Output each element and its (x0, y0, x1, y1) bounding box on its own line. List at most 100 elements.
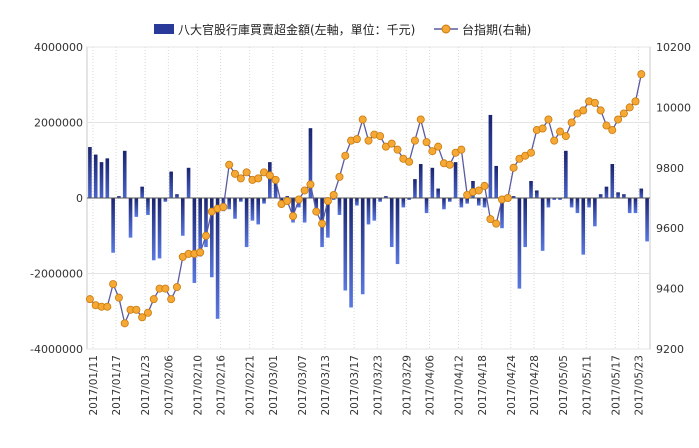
line-point (527, 148, 536, 157)
line-point (114, 293, 123, 302)
line-point (352, 135, 361, 144)
right-tick-label: 9400 (656, 283, 684, 296)
line-point (416, 115, 425, 124)
line-point (579, 106, 588, 115)
line-point (242, 168, 251, 177)
bar (465, 198, 469, 204)
bar (633, 198, 638, 214)
line-point (434, 142, 443, 151)
line-point (254, 174, 263, 183)
line-point (544, 115, 553, 124)
bar (233, 198, 237, 219)
line-point (550, 136, 559, 145)
bar (128, 198, 133, 238)
line-point (265, 171, 274, 180)
x-tick-label: 2017/03/17 (349, 355, 361, 416)
bar (343, 198, 348, 291)
bar (418, 164, 423, 198)
legend-bar-label: 八大官股行庫買賣超金額(左軸，單位：千元) (178, 22, 415, 37)
bar (93, 154, 98, 198)
x-tick-label: 2017/04/06 (425, 355, 437, 416)
line-point (602, 121, 611, 130)
line-point (341, 151, 350, 160)
x-tick-label: 2017/03/01 (268, 355, 280, 416)
x-tick-label: 2017/05/11 (581, 355, 593, 416)
right-tick-label: 10000 (656, 101, 691, 114)
bar (169, 171, 173, 198)
line-point (283, 197, 292, 206)
bar (366, 198, 371, 225)
right-axis-ticks: 10200 10000 9800 9600 9400 9200 (656, 41, 691, 356)
left-tick-label: -4000000 (30, 343, 83, 356)
bar (575, 198, 580, 214)
line-point (109, 280, 118, 289)
x-tick-label: 2017/04/12 (454, 355, 466, 416)
bar (593, 198, 597, 227)
bar (610, 164, 615, 198)
line-point (590, 98, 599, 107)
bar (134, 198, 139, 217)
x-tick-label: 2017/03/13 (320, 355, 332, 416)
right-tick-label: 10200 (656, 41, 691, 54)
bar (540, 198, 545, 251)
legend-bar-swatch (154, 24, 174, 34)
x-tick-label: 2017/03/23 (372, 355, 384, 416)
bar (500, 198, 504, 229)
bar (535, 190, 539, 198)
bar (395, 198, 400, 265)
bar (273, 179, 278, 198)
line-point (561, 132, 570, 141)
bar (163, 198, 168, 202)
line-point (625, 103, 634, 112)
bar (598, 194, 603, 198)
line-series (85, 70, 646, 328)
line-point (329, 190, 338, 199)
bar (204, 198, 208, 248)
bar (146, 198, 150, 215)
bar (337, 198, 342, 215)
bar (517, 198, 522, 289)
bar (407, 198, 411, 200)
line-point (335, 172, 344, 181)
line-point (364, 136, 373, 145)
line-point (596, 106, 605, 115)
bar (157, 198, 162, 259)
bar (488, 114, 493, 198)
line-point (167, 295, 176, 304)
bar (291, 198, 295, 223)
bar (424, 198, 429, 214)
bar (209, 198, 214, 278)
bar (447, 198, 452, 202)
bar (105, 158, 110, 198)
bar (389, 198, 394, 248)
left-tick-label: -2000000 (30, 268, 83, 281)
x-tick-label: 2017/05/23 (633, 355, 645, 416)
bar (639, 188, 644, 198)
bar (511, 196, 516, 198)
x-tick-label: 2017/01/23 (140, 355, 152, 416)
right-tick-label: 9200 (656, 343, 684, 356)
line-point (219, 203, 228, 212)
left-axis-ticks: 4000000 2000000 0 -2000000 -4000000 (30, 41, 83, 356)
bar (227, 198, 232, 210)
bar (581, 198, 586, 255)
line-point (231, 169, 240, 178)
bar (459, 198, 464, 208)
line-point (120, 319, 129, 328)
bar (355, 198, 359, 206)
bar (587, 198, 591, 208)
bar (268, 162, 272, 198)
line-point (619, 109, 628, 118)
bar (215, 198, 220, 319)
line-point (358, 115, 367, 124)
bar (372, 198, 377, 221)
line-point (567, 118, 576, 127)
bar (117, 196, 121, 198)
bar (494, 165, 498, 198)
line-point (410, 136, 419, 145)
line-point (509, 163, 518, 172)
left-tick-label: 0 (76, 192, 83, 205)
x-tick-label: 2017/04/24 (506, 355, 518, 416)
x-tick-label: 2017/04/28 (529, 355, 541, 416)
